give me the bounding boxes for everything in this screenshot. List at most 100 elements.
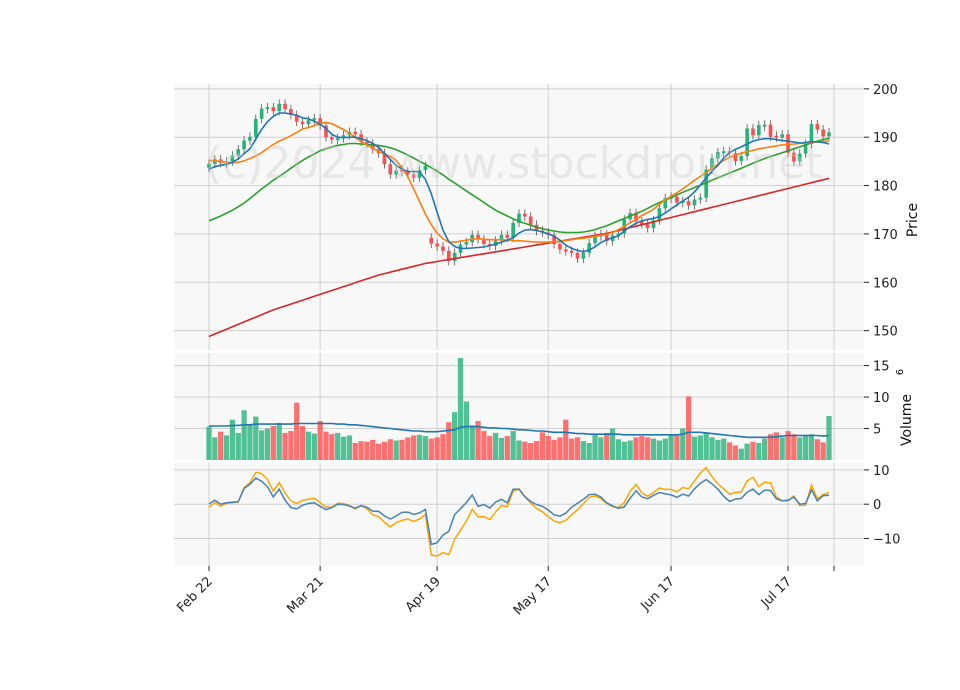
volume-tick-label: 10 [873, 391, 890, 406]
volume-bar [539, 432, 546, 460]
candle-body [721, 151, 726, 154]
candle-body [716, 152, 720, 159]
volume-bar [569, 438, 575, 460]
volume-bar [820, 442, 826, 460]
volume-bar [370, 439, 376, 460]
candle-body [604, 234, 609, 242]
candle-body [511, 222, 515, 238]
volume-bar [516, 440, 522, 460]
candle-body [242, 140, 246, 150]
volume-bar [621, 441, 627, 460]
candle-body [230, 155, 235, 162]
osc-panel-bg [174, 463, 864, 566]
candle-body [692, 199, 697, 206]
volume-bar [276, 422, 282, 460]
candle-body [657, 208, 662, 221]
volume-bar [814, 439, 820, 460]
candle-body [312, 118, 317, 121]
candle-body [733, 153, 738, 161]
candle-body [651, 220, 656, 229]
volume-bar [732, 445, 739, 460]
candle-body [382, 153, 387, 165]
price-panel: 150 160 170 180 190 200 [174, 83, 898, 350]
volume-bar [381, 441, 388, 460]
candle-body [774, 135, 779, 138]
volume-bar [545, 436, 551, 460]
volume-bar [340, 436, 347, 460]
volume-bar [715, 439, 721, 460]
volume-bar [358, 441, 364, 460]
volume-bar [270, 426, 276, 460]
volume-bar [440, 434, 446, 460]
candle-body [394, 170, 398, 175]
volume-bar [633, 437, 639, 460]
candle-body [815, 124, 820, 130]
volume-bar [609, 428, 616, 460]
volume-bar [826, 415, 832, 460]
candle-body [792, 152, 796, 162]
volume-axis-title: Volume [899, 394, 915, 446]
candle-body [675, 196, 679, 203]
volume-bar [627, 440, 633, 460]
candle-body [289, 109, 293, 115]
candle-body [417, 170, 422, 178]
volume-bar [323, 431, 329, 460]
candle-body [634, 213, 638, 222]
candle-body [265, 107, 270, 110]
volume-panel: 5 10 15 [174, 353, 890, 460]
volume-bar [218, 431, 224, 460]
ema20-line [208, 137, 830, 234]
candle-body [476, 234, 480, 240]
candle-body [499, 234, 504, 241]
volume-bar [533, 441, 540, 460]
candle-body [365, 141, 369, 144]
candle-body [464, 242, 469, 245]
volume-bar [709, 437, 715, 460]
candle-body [517, 213, 521, 223]
volume-bar [463, 401, 469, 460]
candle-body [575, 252, 580, 259]
candle-body [259, 108, 264, 119]
price-tick-label: 160 [873, 276, 898, 291]
volume-bar [791, 434, 797, 460]
candle-body [452, 252, 457, 262]
volume-bar [586, 443, 592, 460]
candle-body [645, 224, 650, 229]
volume-bar [387, 439, 393, 460]
volume-bar [750, 441, 756, 460]
candle-body [756, 125, 761, 136]
volume-bar [528, 443, 534, 460]
volume-bar [744, 443, 750, 460]
volume-bar [399, 439, 405, 460]
candle-body [353, 131, 358, 135]
volume-tick-label: 5 [873, 423, 881, 438]
volume-bar [598, 437, 604, 460]
volume-tick-label: 15 [873, 360, 890, 375]
candle-body [698, 197, 703, 200]
candle-body [821, 129, 825, 137]
volume-bar [802, 434, 809, 460]
candle-body [330, 137, 334, 140]
volume-bar [241, 410, 247, 460]
candle-body [429, 237, 434, 244]
volume-bar [393, 440, 399, 460]
volume-bar [808, 434, 815, 460]
candle-body [523, 213, 527, 217]
candle-body [616, 233, 621, 236]
volume-bar [726, 442, 733, 460]
volume-bar [662, 438, 668, 460]
volume-bar [229, 419, 236, 460]
candle-body [207, 163, 211, 168]
volume-bar [574, 437, 581, 460]
volume-bar [697, 435, 703, 460]
candle-body [294, 114, 299, 122]
volume-bar [656, 440, 663, 460]
volume-bar [311, 433, 317, 460]
volume-bar [434, 437, 440, 460]
volume-bar [411, 435, 417, 460]
candle-body [593, 235, 597, 244]
candle-body [686, 201, 691, 206]
candle-body [528, 216, 533, 225]
volume-bar [691, 436, 698, 460]
